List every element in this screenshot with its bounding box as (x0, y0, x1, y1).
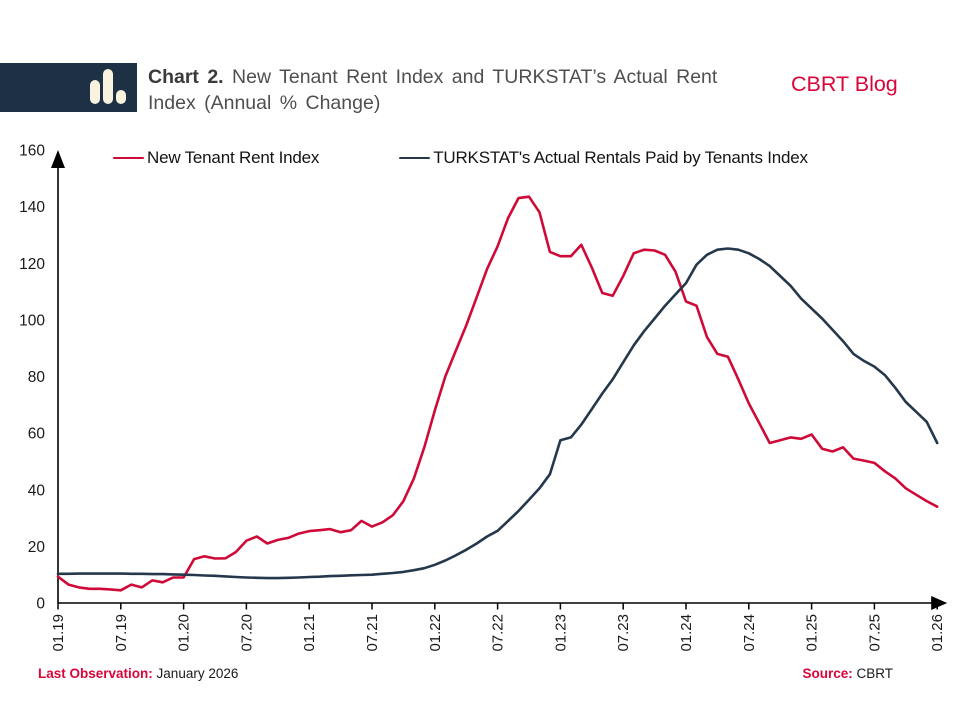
x-tick-label: 07.25 (866, 614, 883, 652)
x-tick-label: 07.24 (741, 614, 758, 652)
x-tick-label: 01.26 (929, 614, 946, 652)
y-axis-arrow (51, 150, 65, 168)
chart-title-line2: Index (Annual % Change) (148, 92, 381, 114)
source-label: Source: (802, 666, 853, 681)
last-observation-label: Last Observation: (38, 666, 153, 681)
legend-item: New Tenant Rent Index (113, 148, 319, 168)
x-tick-label: 07.20 (238, 614, 255, 652)
y-tick-label: 140 (19, 199, 45, 216)
legend-item: TURKSTAT's Actual Rentals Paid by Tenant… (399, 148, 808, 168)
legend-swatch (399, 156, 431, 160)
legend-swatch (113, 156, 144, 160)
legend-label: New Tenant Rent Index (147, 148, 320, 167)
legend-label: TURKSTAT's Actual Rentals Paid by Tenant… (433, 148, 808, 167)
source-value: CBRT (856, 666, 893, 681)
bar-chart-icon-bar (103, 69, 113, 104)
source-note: Source: CBRT (802, 666, 893, 681)
blog-brand-link[interactable]: CBRT Blog (791, 72, 898, 96)
y-tick-label: 40 (28, 482, 46, 499)
x-tick-label: 07.22 (490, 614, 507, 652)
y-tick-label: 60 (28, 426, 46, 443)
x-tick-label: 01.21 (301, 614, 318, 652)
x-tick-label: 01.19 (50, 614, 67, 652)
y-tick-label: 120 (19, 256, 45, 273)
bar-chart-icon (90, 69, 126, 104)
x-tick-label: 07.21 (364, 614, 381, 652)
x-tick-label: 01.24 (678, 614, 695, 652)
x-tick-label: 01.25 (804, 614, 821, 652)
chart-title-line1: Chart 2. New Tenant Rent Index and TURKS… (148, 64, 788, 90)
last-observation-note: Last Observation: January 2026 (38, 666, 238, 681)
bar-chart-icon-bar (90, 80, 100, 104)
last-observation-value: January 2026 (156, 666, 239, 681)
x-tick-label: 01.23 (552, 614, 569, 652)
cbrt-logo (0, 63, 137, 112)
bar-chart-icon-bar (116, 90, 126, 104)
y-tick-label: 80 (28, 369, 46, 386)
y-tick-label: 160 (19, 143, 45, 160)
series-line-new-tenant-rent-index (56, 195, 939, 592)
y-tick-label: 0 (36, 596, 45, 613)
y-tick-label: 100 (19, 312, 45, 329)
x-tick-label: 01.20 (176, 614, 193, 652)
chart-title-text: New Tenant Rent Index and TURKSTAT’s Act… (232, 66, 718, 88)
chart-number: Chart 2. (148, 66, 224, 88)
series-line-turkstat-s-actual-rentals-paid-by-tenants-index (56, 247, 939, 580)
x-tick-label: 01.22 (427, 614, 444, 652)
x-tick-label: 07.23 (615, 614, 632, 652)
chart-legend: New Tenant Rent Index TURKSTAT's Actual R… (113, 148, 808, 168)
chart-title: Chart 2. New Tenant Rent Index and TURKS… (148, 64, 788, 116)
x-axis-arrow (931, 596, 948, 610)
y-tick-label: 20 (28, 539, 46, 556)
x-tick-label: 07.19 (113, 614, 130, 652)
